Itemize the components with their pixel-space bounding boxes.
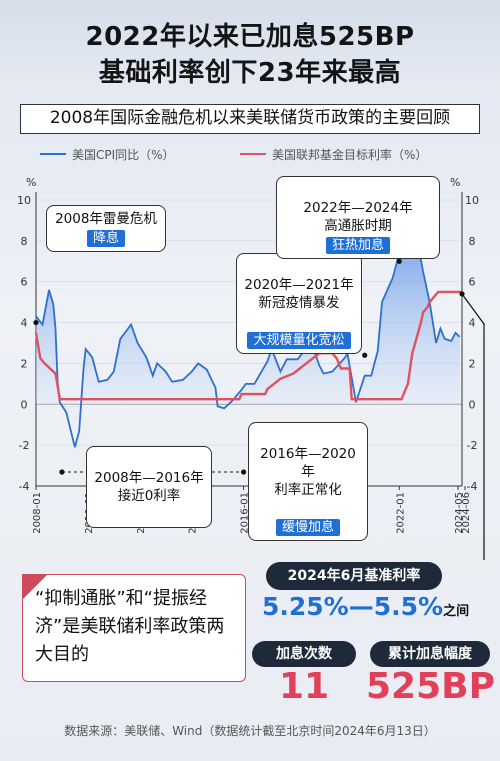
callout-covid: 2020年—2021年 新冠疫情暴发 大规模量化宽松 bbox=[236, 253, 362, 354]
y-tick-left: 10 bbox=[17, 194, 31, 207]
callout-inflation-title: 2022年—2024年 高通胀时期 bbox=[303, 200, 413, 234]
legend-cpi-label: 美国CPI同比（%） bbox=[72, 147, 175, 162]
y-tick-left: 6 bbox=[21, 276, 28, 289]
rate-suffix: 之间 bbox=[443, 604, 470, 619]
y-tick-right: 4 bbox=[469, 317, 476, 330]
annotation-dot bbox=[33, 319, 39, 326]
annotation-dot bbox=[59, 469, 65, 475]
annotation-dot bbox=[240, 469, 247, 475]
legend-cpi: 美国CPI同比（%） bbox=[40, 145, 175, 163]
page-title-line1: 2022年以来已加息525BP bbox=[85, 22, 415, 52]
callout-normalize-tag: 缓慢加息 bbox=[275, 519, 340, 536]
callout-lehman-tag: 降息 bbox=[86, 230, 125, 247]
y-axis-left: % -4 -2 0 2 4 6 8 10 bbox=[17, 176, 37, 493]
y-tick-left: 2 bbox=[21, 357, 28, 370]
rate-value-wrap: 5.25%—5.5%之间 bbox=[262, 592, 469, 621]
series-line-rate bbox=[34, 290, 462, 401]
callout-covid-tag: 大规模量化宽松 bbox=[247, 332, 351, 349]
callout-inflation-tag: 狂热加息 bbox=[325, 237, 390, 254]
y-tick-left: -4 bbox=[19, 480, 30, 493]
hikes-label: 加息次数 bbox=[252, 641, 356, 667]
callout-normalize: 2016年—2020年 利率正常化 缓慢加息 bbox=[248, 422, 368, 541]
callout-normalize-title: 2016年—2020年 利率正常化 bbox=[260, 446, 356, 498]
chart-subtitle: 2008年国际金融危机以来美联储货币政策的主要回顾 bbox=[20, 104, 480, 134]
x-tick-label: 2024-06 bbox=[461, 492, 472, 534]
callout-zero-rate: 2008年—2016年 接近0利率 bbox=[86, 446, 212, 528]
callout-inflation: 2022年—2024年 高通胀时期 狂热加息 bbox=[276, 176, 440, 259]
note-box: “抑制通胀”和“提振经济”是美联储利率政策两大目的 bbox=[22, 574, 246, 682]
callout-lehman: 2008年雷曼危机 降息 bbox=[46, 205, 166, 252]
total-label: 累计加息幅度 bbox=[370, 641, 490, 667]
callout-lehman-title: 2008年雷曼危机 bbox=[55, 211, 157, 227]
header-banner bbox=[0, 0, 500, 98]
rate-value: 5.25%—5.5% bbox=[262, 592, 444, 621]
y-tick-left: 4 bbox=[21, 317, 28, 330]
x-tick-label: 2022-01 bbox=[395, 492, 406, 534]
y-tick-right: 6 bbox=[469, 276, 476, 289]
hikes-value: 11 bbox=[278, 666, 330, 707]
y-tick-right: 0 bbox=[469, 398, 476, 411]
y-tick-right: 2 bbox=[469, 357, 476, 370]
y-unit-left: % bbox=[26, 176, 36, 189]
y-tick-left: 8 bbox=[21, 235, 28, 248]
y-tick-right: -2 bbox=[467, 439, 478, 452]
y-tick-left: -2 bbox=[19, 439, 30, 452]
data-source: 数据来源：美联储、Wind（数据统计截至北京时间2024年6月13日） bbox=[64, 724, 436, 738]
y-axis-right: % -4 -2 0 2 4 6 8 10 bbox=[450, 176, 479, 493]
annotation-dot bbox=[396, 258, 402, 264]
legend-rate-label: 美国联邦基金目标利率（%） bbox=[272, 147, 428, 162]
x-tick-label: 2016-01 bbox=[240, 492, 251, 534]
callout-covid-title: 2020年—2021年 新冠疫情暴发 bbox=[244, 277, 354, 311]
annotation-dot bbox=[362, 352, 368, 358]
callout-zero-rate-title: 2008年—2016年 接近0利率 bbox=[94, 470, 204, 504]
x-tick-label: 2024-05 bbox=[454, 492, 465, 534]
y-tick-right: 8 bbox=[469, 235, 476, 248]
y-tick-left: 0 bbox=[21, 398, 28, 411]
page-title-line2: 基础利率创下23年来最高 bbox=[98, 58, 402, 88]
rate-leader-line bbox=[461, 293, 485, 560]
x-tick-label: 2008-01 bbox=[32, 492, 43, 534]
note-corner-decoration bbox=[22, 574, 48, 600]
y-unit-right: % bbox=[450, 176, 460, 189]
rate-label: 2024年6月基准利率 bbox=[266, 562, 442, 590]
total-value: 525BP bbox=[366, 666, 495, 707]
legend-rate: 美国联邦基金目标利率（%） bbox=[240, 145, 427, 163]
legend-cpi-swatch bbox=[40, 153, 66, 155]
y-tick-right: 10 bbox=[465, 194, 479, 207]
legend-rate-swatch bbox=[240, 153, 266, 155]
y-tick-right: -4 bbox=[467, 480, 478, 493]
